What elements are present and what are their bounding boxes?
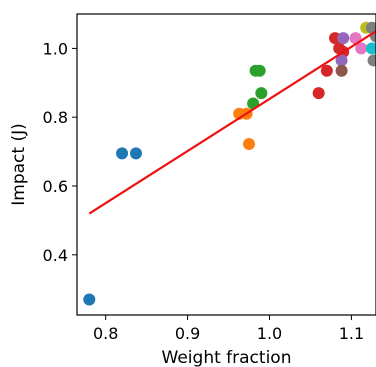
x-tick-label-2: 0.9 bbox=[175, 324, 200, 343]
data-point-11 bbox=[312, 87, 325, 100]
data-point-18 bbox=[335, 64, 348, 77]
data-point-16 bbox=[335, 54, 348, 67]
fit-line-group bbox=[88, 30, 376, 215]
x-tick-label-4: 1.1 bbox=[339, 324, 364, 343]
y-tick-label-3: 0.8 bbox=[43, 108, 68, 127]
y-tick-label-4: 1.0 bbox=[43, 39, 68, 58]
data-point-1 bbox=[83, 293, 96, 306]
data-point-9 bbox=[253, 64, 266, 77]
data-point-25 bbox=[367, 54, 376, 67]
plot-frame bbox=[76, 13, 376, 316]
plot-marks bbox=[83, 21, 376, 306]
y-tick-label-2: 0.6 bbox=[43, 177, 68, 196]
x-tick-label-1: 0.8 bbox=[93, 324, 118, 343]
fit-line bbox=[88, 30, 376, 215]
axis-ticks: 0.8 0.9 1.0 1.1 0.4 0.6 0.8 1.0 bbox=[43, 39, 365, 343]
x-tick-label-3: 1.0 bbox=[257, 324, 282, 343]
y-axis-label: Impact (J) bbox=[9, 123, 29, 205]
data-point-6 bbox=[243, 138, 256, 151]
data-point-3 bbox=[129, 147, 142, 160]
data-point-10 bbox=[255, 87, 268, 100]
x-axis-label: Weight fraction bbox=[162, 348, 292, 367]
data-point-17 bbox=[337, 32, 350, 45]
data-point-20 bbox=[355, 42, 368, 55]
y-tick-label-1: 0.4 bbox=[43, 246, 68, 265]
data-point-12 bbox=[320, 64, 333, 77]
data-point-26 bbox=[365, 42, 376, 55]
data-point-2 bbox=[116, 147, 129, 160]
